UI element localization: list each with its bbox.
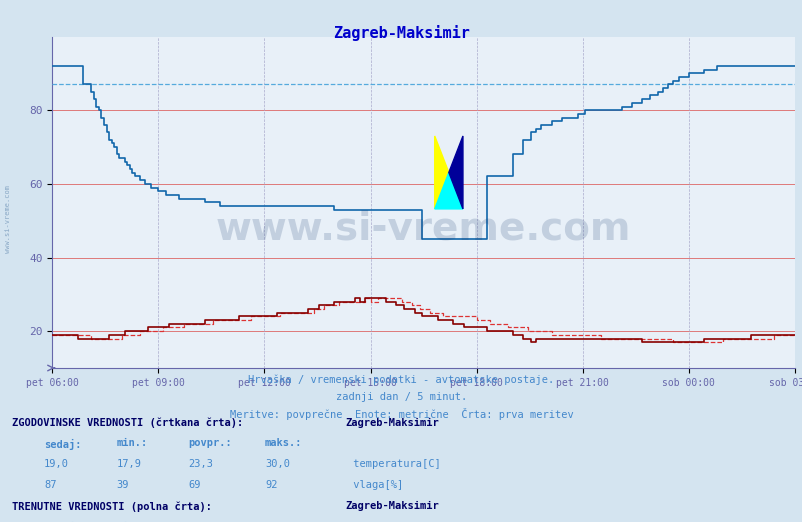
Text: zadnji dan / 5 minut.: zadnji dan / 5 minut. [335, 392, 467, 401]
Text: Meritve: povprečne  Enote: metrične  Črta: prva meritev: Meritve: povprečne Enote: metrične Črta:… [229, 408, 573, 420]
Text: TRENUTNE VREDNOSTI (polna črta):: TRENUTNE VREDNOSTI (polna črta): [12, 501, 212, 512]
Text: 19,0: 19,0 [44, 459, 69, 469]
Text: vlaga[%]: vlaga[%] [346, 480, 403, 490]
Text: 69: 69 [188, 480, 201, 490]
Text: 23,3: 23,3 [188, 459, 213, 469]
Text: Zagreb-Maksimir: Zagreb-Maksimir [345, 501, 439, 511]
Text: 39: 39 [116, 480, 129, 490]
Text: Zagreb-Maksimir: Zagreb-Maksimir [333, 25, 469, 41]
Text: temperatura[C]: temperatura[C] [346, 459, 440, 469]
Text: 17,9: 17,9 [116, 459, 141, 469]
Text: povpr.:: povpr.: [188, 438, 232, 448]
Text: 30,0: 30,0 [265, 459, 290, 469]
Polygon shape [434, 136, 448, 209]
Text: 87: 87 [44, 480, 57, 490]
Text: Hrvaška / vremenski podatki - avtomatske postaje.: Hrvaška / vremenski podatki - avtomatske… [248, 375, 554, 385]
Text: sedaj:: sedaj: [44, 438, 82, 449]
Text: www.si-vreme.com: www.si-vreme.com [5, 185, 11, 253]
Text: maks.:: maks.: [265, 438, 302, 448]
Text: 92: 92 [265, 480, 277, 490]
Polygon shape [434, 172, 463, 209]
Text: Zagreb-Maksimir: Zagreb-Maksimir [345, 418, 439, 428]
Text: ZGODOVINSKE VREDNOSTI (črtkana črta):: ZGODOVINSKE VREDNOSTI (črtkana črta): [12, 418, 243, 428]
Polygon shape [448, 136, 463, 209]
Text: min.:: min.: [116, 438, 148, 448]
Text: www.si-vreme.com: www.si-vreme.com [216, 210, 630, 248]
